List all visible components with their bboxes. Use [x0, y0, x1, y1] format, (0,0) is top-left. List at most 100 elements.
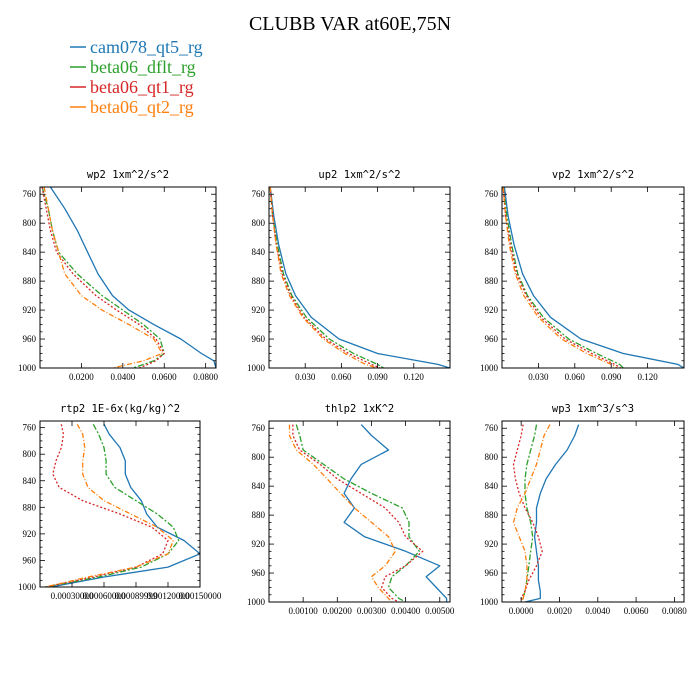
y-tick-label: 760	[485, 423, 499, 433]
series-group	[512, 424, 580, 602]
y-tick-label: 920	[23, 305, 37, 315]
y-tick-label: 960	[23, 334, 37, 344]
plot-frame	[501, 186, 685, 369]
x-tick-label: 0.0020	[547, 606, 572, 616]
y-tick-label: 840	[485, 247, 499, 257]
x-tick-label: 0.060	[331, 372, 352, 382]
y-tick-label: 840	[23, 476, 37, 486]
y-tick-label: 800	[23, 449, 37, 459]
panel-up2: up2 1xm^2/s^2 760 800 840 880 920 960 1000 0.030…	[247, 169, 451, 382]
x-tick-label: 0.00030000	[51, 591, 94, 601]
plot-frame	[39, 186, 217, 369]
y-tick-label: 760	[23, 189, 37, 199]
y-tick-label: 840	[23, 247, 37, 257]
series-line-beta06_dflt_rg	[520, 424, 538, 602]
x-tick-label: 0.090	[601, 372, 622, 382]
series-line-beta06_qt1_rg	[269, 187, 381, 368]
y-tick-label: 920	[485, 305, 499, 315]
series-group	[41, 187, 216, 368]
series-line-beta06_qt2_rg	[45, 423, 174, 587]
y-tick-label: 1000	[480, 597, 499, 607]
panel-wp3: wp3 1xm^3/s^3 760 800 840 880 920 960 1000 0.000…	[480, 403, 687, 616]
y-tick-label: 840	[252, 247, 266, 257]
x-tick-label: 0.00150000	[179, 591, 222, 601]
x-tick-label: 0.0060	[624, 606, 649, 616]
series-line-beta06_dflt_rg	[295, 424, 420, 602]
y-tick-label: 880	[252, 510, 266, 520]
y-tick-label: 880	[485, 276, 499, 286]
x-tick-label: 0.030	[295, 372, 316, 382]
y-tick-label: 920	[252, 539, 266, 549]
panel-title: vp2 1xm^2/s^2	[552, 169, 634, 181]
series-line-beta06_dflt_rg	[45, 423, 180, 587]
y-tick-label: 800	[23, 218, 37, 228]
plot-frame	[268, 186, 451, 369]
x-tick-label: 0.0400	[110, 372, 135, 382]
series-group	[502, 187, 684, 368]
legend: cam078_qt5_rgbeta06_dflt_rgbeta06_qt1_rg…	[70, 37, 203, 117]
series-line-cam078_qt5_rg	[343, 424, 448, 602]
y-tick-label: 880	[485, 510, 499, 520]
legend-label-cam078_qt5_rg: cam078_qt5_rg	[90, 37, 203, 57]
x-tick-label: 0.0000	[509, 606, 534, 616]
y-tick-label: 960	[485, 568, 499, 578]
legend-label-beta06_qt2_rg: beta06_qt2_rg	[90, 97, 194, 117]
y-tick-label: 1000	[247, 363, 266, 373]
plot-frame	[268, 420, 451, 603]
y-tick-label: 960	[252, 568, 266, 578]
y-tick-label: 1000	[18, 582, 37, 592]
y-tick-label: 920	[485, 539, 499, 549]
panel-title: thlp2 1xK^2	[325, 403, 395, 415]
x-tick-label: 0.00060000	[83, 591, 126, 601]
x-tick-label: 0.0040	[585, 606, 610, 616]
x-tick-label: 0.0800	[193, 372, 218, 382]
y-tick-label: 800	[485, 218, 499, 228]
x-tick-label: 0.060	[565, 372, 586, 382]
x-tick-label: 0.120	[404, 372, 425, 382]
panel-rtp2: rtp2 1E-6x(kg/kg)^2 760 800 840 880 920 960 100…	[18, 403, 222, 601]
y-tick-label: 880	[23, 276, 37, 286]
y-tick-label: 960	[23, 555, 37, 565]
series-line-beta06_qt2_rg	[288, 424, 397, 602]
x-tick-label: 0.0600	[152, 372, 177, 382]
series-line-cam078_qt5_rg	[524, 424, 580, 602]
y-tick-label: 960	[485, 334, 499, 344]
legend-label-beta06_dflt_rg: beta06_dflt_rg	[90, 57, 196, 77]
series-line-cam078_qt5_rg	[50, 423, 200, 587]
x-tick-label: 0.090	[367, 372, 388, 382]
plot-frame	[39, 420, 201, 588]
series-line-beta06_qt1_rg	[45, 424, 169, 587]
panel-title: wp2 1xm^2/s^2	[87, 169, 169, 181]
x-tick-label: 0.00500	[425, 606, 455, 616]
y-tick-label: 880	[252, 276, 266, 286]
series-line-cam078_qt5_rg	[503, 187, 684, 368]
y-tick-label: 880	[23, 502, 37, 512]
series-line-beta06_qt1_rg	[502, 187, 622, 368]
panel-title: rtp2 1E-6x(kg/kg)^2	[60, 403, 180, 415]
x-tick-label: 0.00300	[357, 606, 387, 616]
y-tick-label: 920	[252, 305, 266, 315]
series-group	[288, 424, 448, 602]
y-tick-label: 800	[252, 218, 266, 228]
x-tick-label: 0.00120000	[147, 591, 190, 601]
y-tick-label: 1000	[247, 597, 266, 607]
y-tick-label: 760	[23, 423, 37, 433]
series-line-beta06_qt2_rg	[502, 187, 618, 368]
y-tick-label: 840	[252, 481, 266, 491]
x-tick-label: 0.030	[528, 372, 549, 382]
series-line-beta06_qt1_rg	[292, 424, 424, 602]
series-line-beta06_dflt_rg	[502, 187, 624, 368]
series-line-beta06_qt2_rg	[269, 187, 378, 368]
x-tick-label: 0.00089999	[115, 591, 158, 601]
panel-title: wp3 1xm^3/s^3	[552, 403, 634, 415]
y-tick-label: 760	[252, 423, 266, 433]
y-tick-label: 800	[252, 452, 266, 462]
panels: wp2 1xm^2/s^2 760 800 840 880 920 960 1000 0.020…	[18, 169, 687, 616]
plot-frame	[501, 420, 685, 603]
panel-vp2: vp2 1xm^2/s^2 760 800 840 880 920 960 1000 0.030…	[480, 169, 685, 382]
x-tick-label: 0.0080	[662, 606, 687, 616]
y-tick-label: 840	[485, 481, 499, 491]
series-line-beta06_qt2_rg	[43, 187, 163, 368]
series-group	[269, 187, 450, 368]
